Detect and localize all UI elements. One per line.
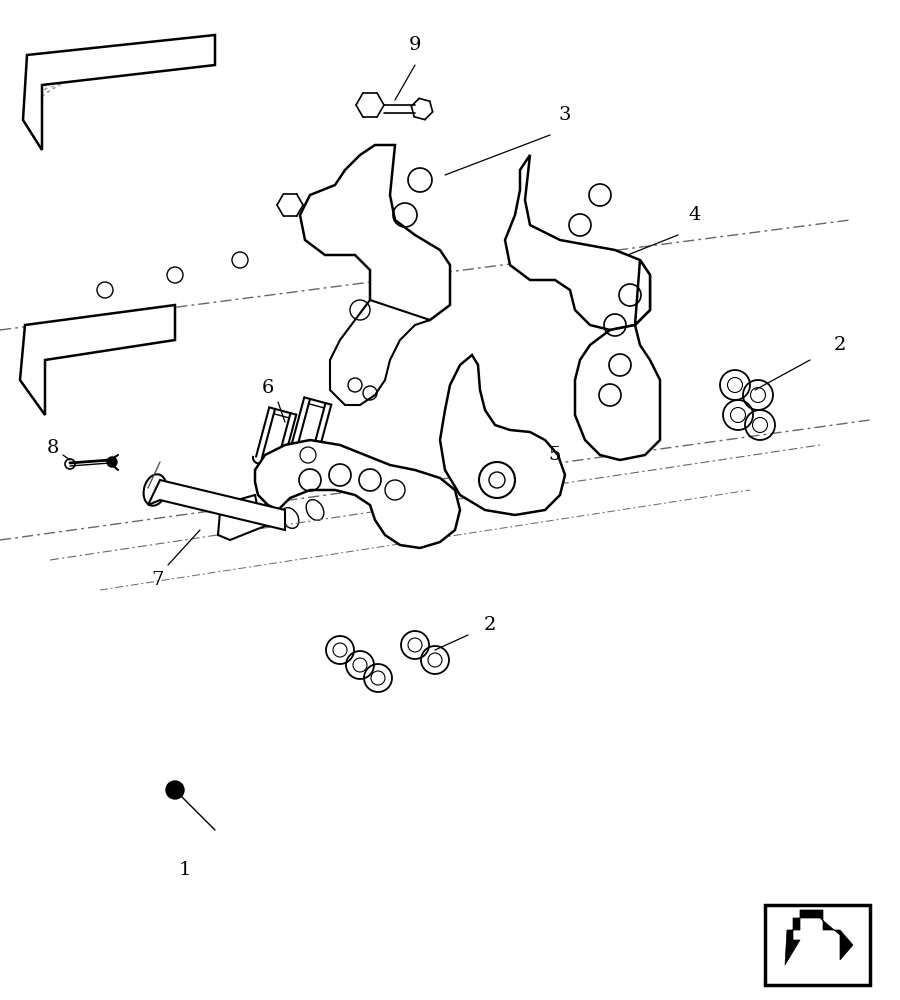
- Text: 2: 2: [833, 336, 846, 354]
- Text: 8: 8: [47, 439, 59, 457]
- Polygon shape: [330, 300, 430, 405]
- Polygon shape: [505, 155, 650, 330]
- Polygon shape: [785, 910, 853, 965]
- Polygon shape: [20, 305, 175, 415]
- Polygon shape: [300, 145, 450, 325]
- Bar: [765, 905, 870, 985]
- Polygon shape: [440, 355, 565, 515]
- Text: 7: 7: [152, 571, 164, 589]
- Text: 3: 3: [559, 106, 572, 124]
- Text: 6: 6: [262, 379, 274, 397]
- Polygon shape: [148, 480, 285, 530]
- Ellipse shape: [144, 474, 166, 506]
- Polygon shape: [218, 495, 268, 540]
- Polygon shape: [23, 35, 215, 150]
- Circle shape: [166, 781, 184, 799]
- Circle shape: [107, 457, 117, 467]
- Text: 4: 4: [688, 206, 701, 224]
- Polygon shape: [575, 260, 660, 460]
- Text: 2: 2: [484, 616, 496, 634]
- Text: 9: 9: [409, 36, 421, 54]
- Text: 1: 1: [179, 861, 191, 879]
- Polygon shape: [255, 440, 460, 548]
- Text: 5: 5: [549, 446, 562, 464]
